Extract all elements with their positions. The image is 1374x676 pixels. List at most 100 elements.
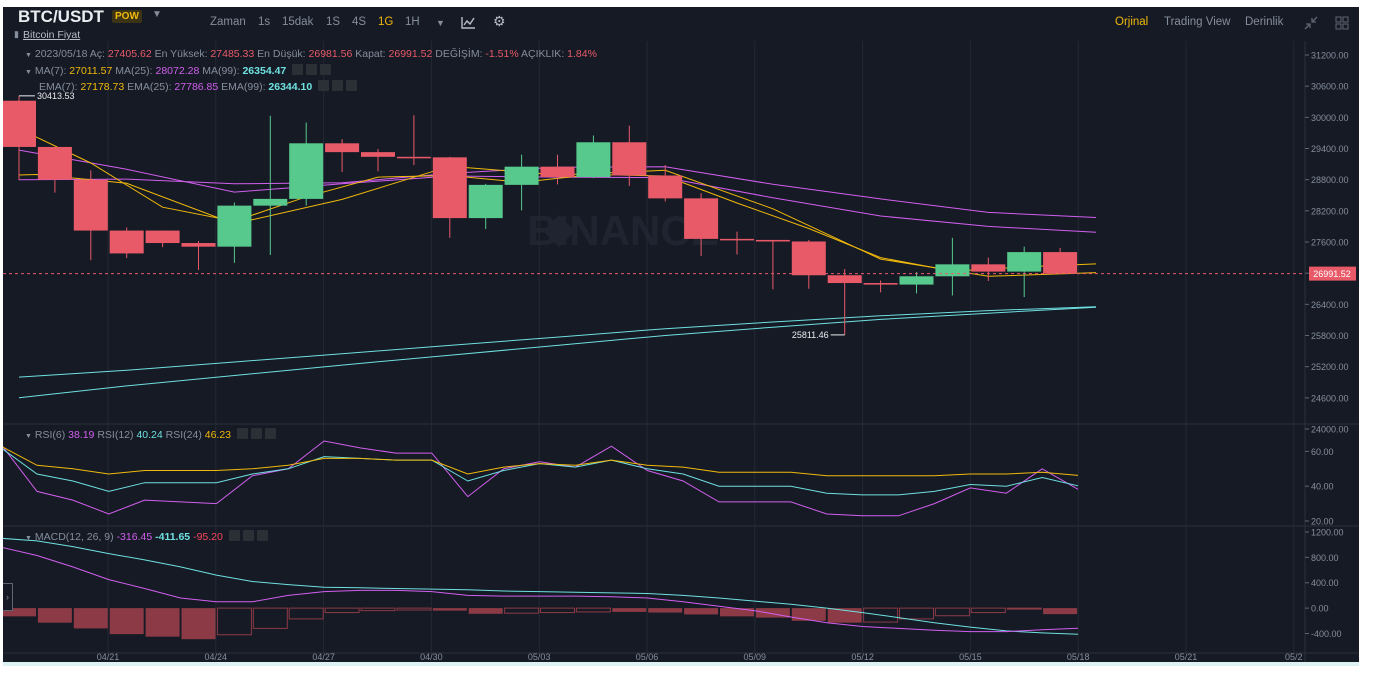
view-original[interactable]: Orjinal [1115, 16, 1149, 28]
high-value: 27485.33 [210, 48, 255, 60]
macd-histogram-bar [432, 608, 467, 611]
y-tick-label: 29400.00 [1311, 144, 1349, 154]
ema-settings-icon[interactable] [332, 80, 344, 91]
tab-15dak[interactable]: 15dak [282, 16, 314, 28]
layout-grid-icon[interactable] [1335, 16, 1349, 33]
y-tick-label: 26400.00 [1311, 300, 1349, 310]
macd-histogram-bar [934, 607, 970, 617]
candle-down [181, 243, 216, 247]
y-tick-label: 25200.00 [1311, 362, 1349, 372]
chevron-down-icon[interactable]: ▼ [152, 9, 162, 20]
candle-down [3, 100, 36, 147]
macd-histogram-bar [575, 607, 611, 613]
ema7-value: 27178.73 [80, 81, 125, 93]
tab-zaman[interactable]: Zaman [210, 16, 246, 28]
rsi-close-icon[interactable] [264, 428, 276, 439]
candle-down [720, 238, 754, 241]
candle-down [109, 230, 144, 254]
tab-1S[interactable]: 1S [326, 16, 341, 28]
ma7-label: MA(7): [34, 65, 67, 77]
rsi-y-tick-label: 60.00 [1311, 447, 1334, 457]
chart-canvas[interactable]: BINANCE31200.0030600.0030000.0029400.002… [3, 7, 1359, 666]
candle-up [899, 276, 934, 285]
macd-close-icon[interactable] [256, 530, 268, 541]
high-label: En Yüksek: [154, 48, 208, 60]
macd-label: MACD(12, 26, 9) [34, 531, 114, 543]
rsi6-value: 38.19 [68, 429, 95, 441]
rsi24-value: 46.23 [204, 429, 232, 441]
amplitude-value: 1.84% [567, 48, 597, 60]
macd-histogram-bar [791, 608, 826, 621]
low-value: 26981.56 [308, 48, 353, 60]
macd-histogram-bar [1043, 608, 1078, 615]
macd-histogram-bar [252, 607, 288, 629]
collapse-icon[interactable] [1304, 16, 1318, 33]
macd-histogram-bar [648, 608, 683, 613]
macd-histogram-bar [863, 607, 899, 623]
macd-histogram-bar [216, 607, 252, 636]
macd-toggle-icon[interactable]: ▼ [25, 535, 32, 542]
rsi12-value: 40.24 [136, 429, 163, 441]
macd-histogram-bar [468, 608, 503, 614]
ma7-value: 27011.57 [69, 65, 113, 77]
x-tick-label: 04/24 [205, 652, 228, 662]
macd-histogram-bar [3, 608, 36, 617]
x-tick-label: 04/27 [312, 652, 335, 662]
ma-visibility-icon[interactable] [292, 64, 304, 75]
rsi-visibility-icon[interactable] [236, 428, 248, 439]
ema7-label: EMA(7): [39, 81, 78, 93]
macd-histogram-bar [37, 608, 72, 623]
view-trading-view[interactable]: Trading View [1164, 16, 1231, 28]
rsi-settings-icon[interactable] [250, 428, 262, 439]
ma-toggle-icon[interactable]: ▼ [25, 69, 32, 76]
pow-badge: POW [112, 10, 142, 23]
view-depth[interactable]: Derinlik [1245, 16, 1284, 28]
more-timeframes-chevron-icon[interactable]: ▼ [436, 18, 445, 28]
rsi-line-2 [3, 448, 1079, 496]
ma-legend: ▼ MA(7): 27011.57 MA(25): 28072.28 MA(99… [25, 64, 332, 77]
indicator-chart-icon[interactable] [461, 16, 476, 32]
rsi12-label: RSI(12) [97, 429, 134, 441]
x-tick-label: 05/15 [959, 652, 982, 662]
rsi24-label: RSI(24) [165, 429, 202, 441]
expand-panel-handle[interactable]: › [3, 583, 13, 611]
ma-settings-icon[interactable] [306, 64, 318, 75]
macd-settings-icon[interactable] [242, 530, 254, 541]
y-tick-label: 28200.00 [1311, 206, 1349, 216]
bottom-strip [3, 662, 1359, 666]
tab-1H[interactable]: 1H [405, 16, 420, 28]
candle-up [217, 205, 252, 247]
x-tick-label: 05/03 [528, 652, 551, 662]
tab-4S[interactable]: 4S [352, 16, 367, 28]
settings-gear-icon[interactable]: ⚙ [493, 13, 506, 29]
ema-close-icon[interactable] [346, 80, 358, 91]
ema-visibility-icon[interactable] [318, 80, 330, 91]
bitcoin-price-link[interactable]: Bitcoin Fiyat [23, 29, 81, 41]
macd-y-tick-label: 1200.00 [1311, 528, 1344, 538]
rsi-y-tick-label: 40.00 [1311, 482, 1334, 492]
ohlc-toggle-icon[interactable]: ▼ [25, 52, 32, 59]
x-tick-label: 05/06 [636, 652, 659, 662]
y-tick-label: 30600.00 [1311, 82, 1349, 92]
ema-legend: EMA(7): 27178.73 EMA(25): 27786.85 EMA(9… [39, 80, 358, 93]
pair-title[interactable]: BTC/USDT [18, 7, 104, 26]
candle-down [361, 152, 395, 157]
rsi-legend: ▼ RSI(6) 38.19 RSI(12) 40.24 RSI(24) 46.… [25, 428, 276, 441]
chart-frame: BINANCE 31200.00 30600.00 30000.00 29400.00 2… [3, 7, 1359, 666]
ema99-label: EMA(99): [221, 81, 266, 93]
ma-close-icon[interactable] [320, 64, 332, 75]
tab-1G[interactable]: 1G [378, 16, 394, 28]
rsi-toggle-icon[interactable]: ▼ [25, 433, 32, 440]
tab-1s[interactable]: 1s [258, 16, 271, 28]
candle-up [468, 184, 503, 219]
candle-up [289, 143, 324, 199]
macd-dea-value: -411.65 [155, 531, 191, 543]
open-label: Aç: [89, 48, 105, 60]
macd-y-tick-label: 400.00 [1311, 578, 1339, 588]
candle-up [1007, 252, 1042, 272]
macd-visibility-icon[interactable] [228, 530, 240, 541]
change-label: DEĞİŞİM: [435, 48, 483, 60]
low-label: En Düşük: [257, 48, 306, 60]
high-marker-label: 30413.53 [37, 91, 75, 101]
last-price-label: 26991.52 [1313, 269, 1351, 279]
